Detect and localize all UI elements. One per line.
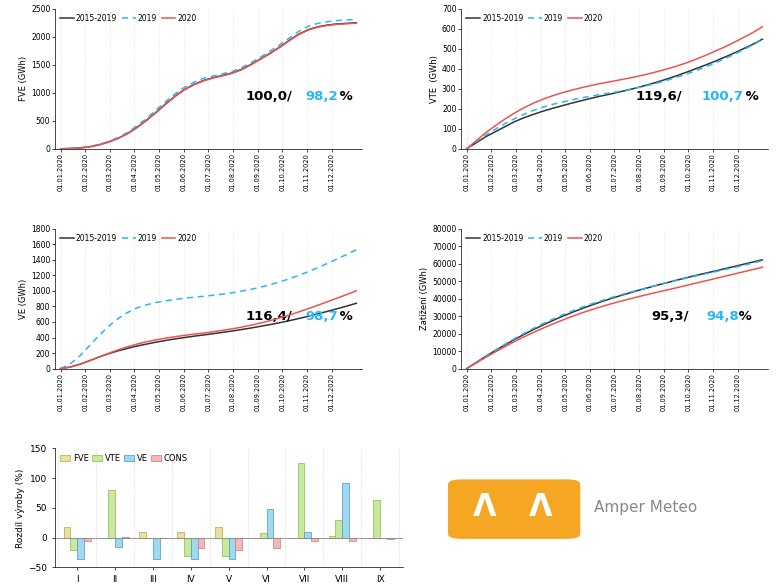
Bar xyxy=(197,538,204,548)
Text: 116,4/: 116,4/ xyxy=(246,310,292,324)
Text: Amper Meteo: Amper Meteo xyxy=(594,500,697,515)
Bar xyxy=(70,538,77,549)
Bar xyxy=(328,536,335,538)
Bar xyxy=(311,538,318,541)
Text: Λ: Λ xyxy=(473,493,496,522)
Text: %: % xyxy=(734,310,752,324)
Legend: 2015-2019, 2019, 2020: 2015-2019, 2019, 2020 xyxy=(58,13,199,25)
Text: 98,2: 98,2 xyxy=(305,91,338,104)
Bar xyxy=(64,527,70,538)
Text: %: % xyxy=(335,91,353,104)
Y-axis label: Zatížení (GWh): Zatížení (GWh) xyxy=(420,267,429,330)
Bar xyxy=(77,538,84,559)
Bar xyxy=(297,463,304,538)
Bar xyxy=(387,538,394,539)
Bar xyxy=(335,520,342,538)
Bar xyxy=(191,538,197,559)
Bar xyxy=(260,533,267,538)
Text: 100,7: 100,7 xyxy=(701,91,743,104)
Bar xyxy=(153,538,160,559)
Y-axis label: Rozdíl výroby (%): Rozdíl výroby (%) xyxy=(16,468,25,548)
Bar xyxy=(342,483,349,538)
Text: %: % xyxy=(741,91,758,104)
Bar xyxy=(84,538,91,541)
Bar xyxy=(140,532,146,538)
Bar xyxy=(184,538,191,556)
Text: 100,0/: 100,0/ xyxy=(246,91,292,104)
Legend: FVE, VTE, VE, CONS: FVE, VTE, VE, CONS xyxy=(58,453,189,465)
Y-axis label: VTE  (GWh): VTE (GWh) xyxy=(430,55,439,103)
FancyBboxPatch shape xyxy=(448,479,580,539)
Bar xyxy=(273,538,280,548)
Y-axis label: VE (GWh): VE (GWh) xyxy=(20,278,28,319)
Legend: 2015-2019, 2019, 2020: 2015-2019, 2019, 2020 xyxy=(465,232,604,245)
Bar xyxy=(115,538,122,546)
Text: %: % xyxy=(335,310,353,324)
Legend: 2015-2019, 2019, 2020: 2015-2019, 2019, 2020 xyxy=(58,232,199,245)
Bar xyxy=(373,500,380,538)
Y-axis label: FVE (GWh): FVE (GWh) xyxy=(20,56,28,101)
Bar xyxy=(236,538,243,549)
Text: 98,7: 98,7 xyxy=(305,310,338,324)
Bar xyxy=(229,538,236,559)
Bar xyxy=(122,536,129,538)
Legend: 2015-2019, 2019, 2020: 2015-2019, 2019, 2020 xyxy=(465,13,604,25)
Bar xyxy=(304,532,311,538)
Text: 95,3/: 95,3/ xyxy=(651,310,689,324)
Text: Λ: Λ xyxy=(529,493,552,522)
Bar xyxy=(349,538,356,541)
Bar xyxy=(222,538,229,556)
Text: 94,8: 94,8 xyxy=(707,310,739,324)
Bar xyxy=(108,490,115,538)
Bar xyxy=(267,509,273,538)
Bar xyxy=(215,527,222,538)
Bar xyxy=(177,532,184,538)
Text: 119,6/: 119,6/ xyxy=(636,91,682,104)
